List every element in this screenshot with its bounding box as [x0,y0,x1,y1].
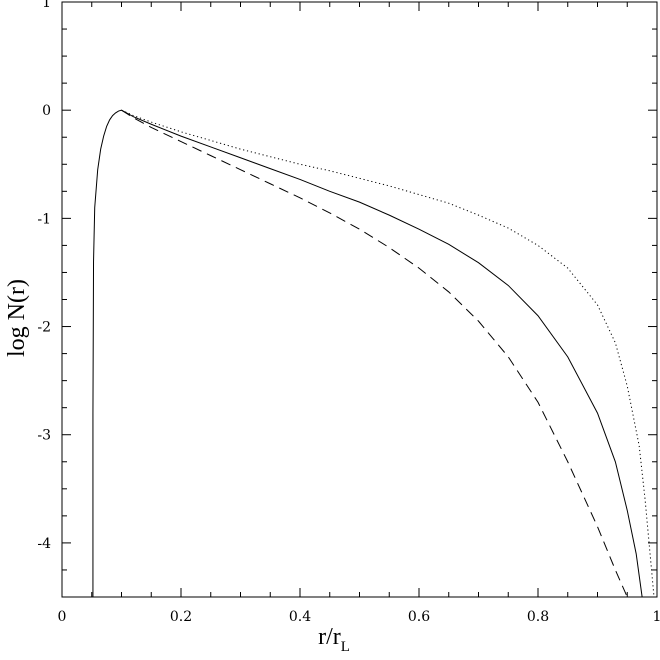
dotted-series-line [121,109,655,598]
y-tick-label: -3 [37,428,51,444]
y-tick-label: -1 [37,211,51,227]
dashed-series-line [121,109,628,598]
plot-frame [61,1,658,598]
tick-layer [61,1,658,598]
x-tick-label: 0.4 [289,609,311,625]
y-tick-label: -4 [37,536,51,552]
series-layer [92,109,655,598]
plot-frame-layer [61,1,658,598]
solid-series-line [92,109,643,598]
y-axis-title: log N(r) [4,279,30,357]
y-tick-label: 1 [42,0,51,11]
x-axis-title-main: r/r [318,624,341,650]
x-tick-label: 0.8 [527,609,549,625]
y-tick-label: 0 [42,103,51,119]
label-layer: 0 0.2 0.4 0.6 0.8 1 1 0 -1 -2 -3 -4 [37,0,660,625]
x-tick-label: 0.2 [170,609,192,625]
x-tick-label: 1 [653,609,660,625]
x-tick-label: 0 [58,609,67,625]
x-tick-label: 0.6 [408,609,430,625]
x-axis-title-subscript: L [341,639,350,655]
x-axis-title: r/rL [318,624,350,655]
y-tick-label: -2 [37,320,51,336]
